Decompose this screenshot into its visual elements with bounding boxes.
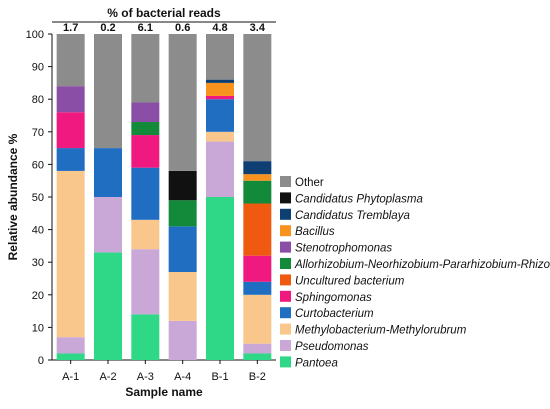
bar-segment	[131, 314, 160, 360]
legend-label: Bacillus	[295, 226, 335, 238]
top-value-label: 0.6	[175, 22, 190, 34]
legend-swatch	[280, 323, 291, 335]
bar-segment	[56, 337, 85, 354]
bar-segment	[131, 249, 160, 315]
legend-swatch	[280, 225, 291, 237]
bar-segment	[131, 122, 160, 136]
bars-group	[56, 34, 272, 360]
bar-segment	[243, 255, 272, 282]
y-tick-label: 70	[32, 127, 44, 139]
bar-segment	[206, 79, 234, 83]
legend-label: Candidatus Tremblaya	[295, 210, 410, 222]
legend-swatch	[280, 192, 291, 204]
bar-segment	[56, 353, 85, 360]
bar-segment	[131, 219, 160, 250]
y-tick-label: 80	[32, 94, 44, 106]
bar-segment	[243, 343, 272, 354]
legend-swatch	[280, 274, 291, 286]
y-tick-label: 100	[26, 29, 44, 41]
bar-segment	[94, 34, 122, 149]
bar-segment	[131, 34, 160, 103]
bar-segment	[206, 95, 234, 100]
top-axis-title: % of bacterial reads	[107, 6, 221, 20]
bar-segment	[168, 34, 197, 171]
bar-segment	[94, 148, 122, 197]
bar-segment	[206, 141, 234, 197]
bar-segment	[243, 281, 272, 295]
bar-segment	[56, 34, 85, 87]
bar-segment	[243, 294, 272, 344]
bar-segment	[56, 86, 85, 113]
legend-label: Sphingomonas	[295, 292, 372, 304]
top-value-label: 6.1	[138, 22, 153, 34]
legend-label: Uncultured bacterium	[295, 275, 405, 287]
bar-segment	[56, 148, 85, 171]
legend-label: Methylobacterium-Methylorubrum	[295, 325, 467, 337]
bar-segment	[243, 353, 272, 360]
y-tick-label: 90	[32, 62, 44, 74]
bar-segment	[206, 131, 234, 142]
legend-swatch	[280, 356, 291, 368]
legend-label: Other	[295, 177, 324, 189]
y-tick-label: 60	[32, 159, 44, 171]
bar-segment	[56, 170, 85, 338]
legend-swatch	[280, 208, 291, 220]
y-tick-label: 50	[32, 192, 44, 204]
y-tick-label: 40	[32, 225, 44, 237]
bar-segment	[168, 271, 197, 321]
legend-swatch	[280, 176, 291, 187]
bar-segment	[131, 102, 160, 123]
bar-segment	[56, 112, 85, 149]
top-value-label: 4.8	[212, 22, 227, 34]
top-values-group: 1.7 0.2 6.1 0.6 4.8 3.4	[63, 22, 266, 34]
bar-segment	[243, 161, 272, 175]
legend-swatch	[280, 290, 291, 302]
x-tick-label: A-1	[62, 371, 79, 383]
legend-label: Pseudomonas	[295, 341, 369, 353]
top-value-label: 0.2	[100, 22, 115, 34]
legend-label: Candidatus Phytoplasma	[295, 193, 423, 205]
bar-segment	[94, 197, 122, 253]
legend-swatch	[280, 241, 291, 253]
bar-segment	[206, 82, 234, 96]
x-axis-title: Sample name	[125, 385, 203, 399]
legend: Other Candidatus Phytoplasma Candidatus Tr…	[280, 176, 550, 369]
bar-segment	[94, 252, 122, 360]
bar-segment	[243, 180, 272, 204]
legend-label: Curtobacterium	[295, 308, 374, 320]
bar-segment	[206, 99, 234, 132]
x-tick-label: A-3	[137, 371, 154, 383]
x-tick-label: A-2	[99, 371, 116, 383]
bar-segment	[206, 197, 234, 360]
y-tick-label: 20	[32, 290, 44, 302]
legend-label: Allorhizobium-Neorhizobium-Pararhizobium…	[294, 259, 550, 271]
bar-segment	[243, 34, 272, 162]
y-tick-label: 10	[32, 322, 44, 334]
legend-swatch	[280, 307, 291, 319]
y-axis-ticks: 0 10 20 30 40 50 60 70 80 90 100	[26, 29, 52, 367]
y-tick-label: 0	[38, 355, 44, 367]
legend-label: Stenotrophomonas	[295, 243, 392, 255]
top-value-label: 1.7	[63, 22, 78, 34]
bar-segment	[168, 170, 197, 201]
bar-segment	[168, 226, 197, 272]
bar-segment	[168, 200, 197, 227]
bar-segment	[131, 135, 160, 168]
x-tick-label: B-2	[249, 371, 266, 383]
legend-swatch	[280, 340, 291, 351]
y-tick-label: 30	[32, 257, 44, 269]
bar-segment	[131, 167, 160, 220]
top-value-label: 3.4	[250, 22, 266, 34]
bar-segment	[168, 320, 197, 360]
legend-swatch	[280, 258, 291, 269]
y-axis-title: Relative abundance %	[6, 133, 20, 260]
legend-label: Pantoea	[295, 357, 338, 369]
x-axis-ticks: A-1 A-2 A-3 A-4 B-1 B-2	[62, 360, 266, 383]
x-tick-label: A-4	[174, 371, 191, 383]
bar-segment	[243, 174, 272, 181]
bar-segment	[206, 34, 234, 80]
x-tick-label: B-1	[211, 371, 228, 383]
bar-segment	[243, 203, 272, 256]
